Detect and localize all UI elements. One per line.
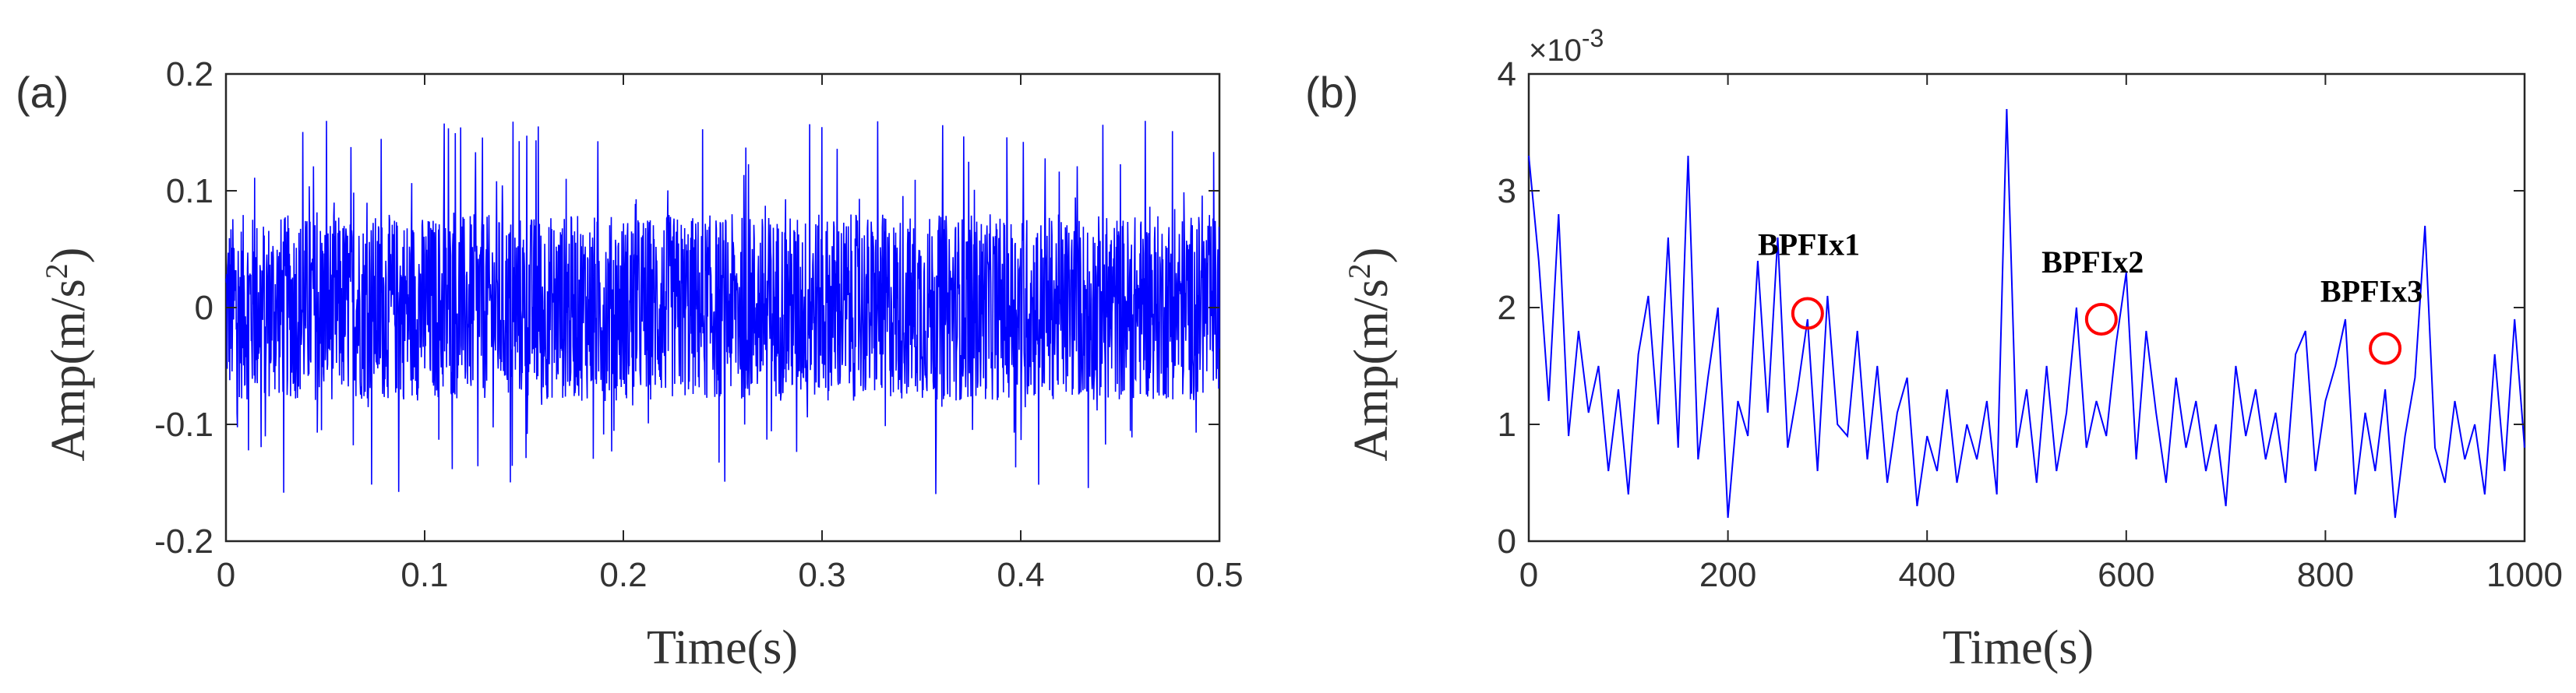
annotation-marker-circle — [2369, 332, 2402, 365]
panel-b-ytick-label: 1 — [1498, 406, 1516, 444]
panel-b-ytick-label: 3 — [1498, 172, 1516, 210]
panel-b-ylabel-prefix: Amp(m/s — [1345, 279, 1398, 461]
panel-a-xtick-label: 0.4 — [997, 556, 1044, 594]
panel-b-label: (b) — [1305, 68, 1358, 117]
panel-b-xtick-label: 1000 — [2486, 556, 2563, 594]
panel-b-exponent-base: ×10 — [1529, 33, 1582, 68]
panel-b-ytick-label: 2 — [1498, 289, 1516, 327]
panel-b: (b) 0 200 400 600 800 1000 0 1 2 3 4 BPFIx1 BPFIx2 BP… — [1305, 24, 2563, 674]
panel-a-ylabel-sup: 2 — [39, 263, 74, 279]
panel-b-xtick-label: 600 — [2098, 556, 2154, 594]
panel-a-xtick-label: 0 — [217, 556, 235, 594]
panel-a-xtick-label: 0.1 — [401, 556, 448, 594]
panel-a-label: (a) — [16, 68, 69, 117]
panel-a-ylabel: Amp(m/s2) — [39, 248, 96, 462]
panel-b-ytick-label: 4 — [1498, 55, 1516, 93]
panel-b-ylabel-sup: 2 — [1342, 263, 1377, 279]
panel-a-xtick-label: 0.2 — [599, 556, 647, 594]
panel-a-series-line — [225, 121, 1220, 494]
plot-b-area: 0 200 400 600 800 1000 0 1 2 3 4 BPFIx1 BPFIx2 BPFIx3 — [1498, 55, 2563, 594]
panel-a-xtick-label: 0.5 — [1195, 556, 1243, 594]
annotation-label: BPFIx1 — [1758, 227, 1860, 262]
annotation-label: BPFIx2 — [2041, 244, 2144, 280]
annotation-marker-circle — [2084, 303, 2118, 336]
panel-a-ytick-label: -0.2 — [154, 522, 213, 561]
panel-a-xtick-label: 0.3 — [798, 556, 845, 594]
panel-b-xlabel: Time(s) — [1943, 621, 2094, 674]
panel-a-ytick-label: 0.1 — [166, 172, 213, 210]
panel-a-ylabel-prefix: Amp(m/s — [42, 279, 95, 461]
panel-b-series-line — [1528, 108, 2525, 519]
annotation-marker-circle — [1791, 297, 1824, 330]
panel-a-ytick-label: 0 — [195, 289, 213, 327]
panel-b-exponent: ×10-3 — [1529, 24, 1604, 68]
panel-b-ylabel-suffix: ) — [1345, 248, 1398, 264]
panel-b-exponent-power: -3 — [1582, 24, 1604, 52]
panel-a-ytick-label: 0.2 — [166, 55, 213, 93]
panel-a-ytick-label: -0.1 — [154, 406, 213, 444]
panel-a-xlabel: Time(s) — [647, 621, 798, 674]
panel-a-ylabel-suffix: ) — [42, 248, 95, 264]
annotation-label: BPFIx3 — [2320, 274, 2422, 309]
panel-b-xtick-label: 800 — [2297, 556, 2354, 594]
panel-b-xtick-label: 0 — [1519, 556, 1538, 594]
panel-b-xtick-label: 200 — [1699, 556, 1756, 594]
panel-a: (a) 0 0.1 0.2 0.3 0.4 0.5 -0.2 -0.1 0 0.1 0.2 Time… — [16, 55, 1244, 674]
panel-b-xtick-label: 400 — [1898, 556, 1955, 594]
plot-a-area: 0 0.1 0.2 0.3 0.4 0.5 -0.2 -0.1 0 0.1 0.2 — [154, 55, 1243, 594]
panel-b-ylabel: Amp(m/s2) — [1342, 248, 1399, 462]
panel-b-ytick-label: 0 — [1498, 522, 1516, 561]
